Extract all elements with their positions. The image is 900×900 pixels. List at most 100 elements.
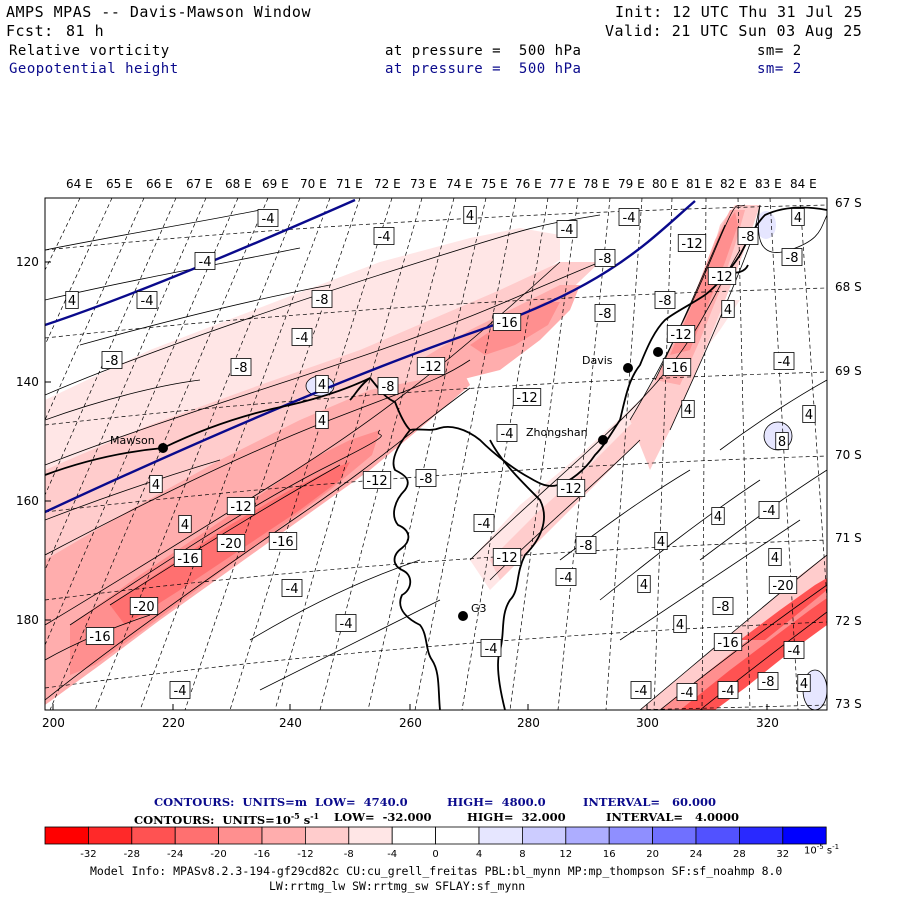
lat-label: 70 S (835, 448, 862, 462)
svg-text:-8: -8 (599, 307, 612, 322)
svg-text:-12: -12 (496, 551, 517, 566)
field-pressure-height: at pressure = 500 hPa (385, 61, 582, 77)
lon-label: 75 E (481, 177, 508, 191)
contour-label: 4 (797, 674, 811, 692)
svg-text:4: 4 (657, 535, 665, 550)
height-contour-units: CONTOURS: UNITS=m (154, 795, 307, 809)
contour-label: 4 (681, 400, 695, 418)
contour-label: -4 (257, 209, 279, 227)
contour-label: 4 (711, 507, 725, 525)
svg-text:-12: -12 (681, 237, 702, 252)
svg-text:4: 4 (676, 618, 684, 633)
svg-text:-4: -4 (262, 212, 275, 227)
contour-label: 4 (178, 515, 192, 533)
svg-text:-4: -4 (378, 230, 391, 245)
y-tick: 180 (16, 613, 39, 627)
colorbar-label: -4 (387, 849, 397, 860)
contour-label: -4 (783, 641, 805, 659)
colorbar-label: -28 (124, 849, 140, 860)
svg-text:-4: -4 (478, 517, 491, 532)
svg-text:-4: -4 (286, 582, 299, 597)
lon-label: 72 E (374, 177, 401, 191)
contour-label: -16 (85, 627, 115, 645)
vort-contour-low: LOW= -32.000 (334, 810, 432, 824)
svg-text:4: 4 (684, 403, 692, 418)
contour-label: -4 (373, 227, 395, 245)
colorbar-swatch (304, 826, 350, 845)
colorbar-label: 24 (690, 849, 703, 860)
contour-label: -4 (480, 639, 502, 657)
svg-text:-4: -4 (635, 684, 648, 699)
y-tick: 140 (16, 375, 39, 389)
init-time: Init: 12 UTC Thu 31 Jul 25 (615, 3, 863, 21)
y-tick: 120 (16, 255, 39, 269)
forecast-label: Fcst: (6, 22, 54, 40)
svg-text:4: 4 (714, 510, 722, 525)
colorbar-label: 20 (646, 849, 659, 860)
contour-label: 8 (775, 432, 789, 450)
field-name-vorticity: Relative vorticity (9, 43, 170, 59)
svg-text:-12: -12 (516, 391, 537, 406)
lat-label: 71 S (835, 531, 862, 545)
contour-label: -4 (773, 352, 795, 370)
colorbar-label: -24 (167, 849, 183, 860)
contour-label: 4 (149, 475, 163, 493)
contour-label: -8 (575, 536, 597, 554)
contour-label: -8 (230, 358, 252, 376)
station-label: G3 (471, 602, 487, 615)
svg-text:-8: -8 (106, 354, 119, 369)
colorbar-swatch (565, 826, 610, 845)
lon-label: 80 E (652, 177, 679, 191)
lon-label: 66 E (146, 177, 173, 191)
contour-label: -4 (473, 514, 495, 532)
lon-label: 78 E (583, 177, 610, 191)
colorbar-label: -32 (80, 849, 96, 860)
svg-text:-16: -16 (272, 535, 293, 550)
contour-label: -8 (712, 597, 734, 615)
colorbar-label: 4 (476, 849, 482, 860)
colorbar-label: -20 (210, 849, 226, 860)
contour-label: -12 (666, 325, 696, 343)
stations: Mawson Davis Zhongshan G3 (110, 347, 663, 621)
lon-label: 84 E (790, 177, 817, 191)
contour-label: -4 (717, 681, 739, 699)
lat-label: 72 S (835, 614, 862, 628)
plot-title: AMPS MPAS -- Davis-Mawson Window (6, 3, 311, 21)
height-contour-low: LOW= 4740.0 (315, 795, 408, 809)
contour-label: -16 (268, 532, 298, 550)
colorbar-swatch (782, 826, 827, 845)
svg-text:4: 4 (466, 209, 474, 224)
contour-label: -20 (129, 597, 159, 615)
forecast-hour: 81 h (66, 22, 105, 40)
svg-text:-4: -4 (174, 684, 187, 699)
lon-label: 65 E (106, 177, 133, 191)
svg-text:-4: -4 (296, 331, 309, 346)
colorbar-swatch (478, 826, 523, 845)
vorticity-labels: -4 4 -4 -4 4 -4 -12 -8 -4 -8 -8 -12 -4 -8 -8 4 -16 -8 4 -4 -… (65, 206, 816, 701)
height-contour-interval: INTERVAL= 60.000 (583, 795, 717, 809)
contour-label: -4 (556, 220, 578, 238)
contour-label: -4 (194, 252, 216, 270)
colorbar: -32 -28 -24 -20 -16 -12 -8 -4 0 4 8 12 16 20 24 28 32 (44, 826, 827, 860)
lon-label: 64 E (66, 177, 93, 191)
svg-text:-4: -4 (501, 427, 514, 442)
valid-time: Valid: 21 UTC Sun 03 Aug 25 (605, 22, 863, 40)
lon-label: 73 E (410, 177, 437, 191)
svg-text:4: 4 (318, 414, 326, 429)
colorbar-swatch (261, 826, 306, 845)
contour-label: -16 (492, 313, 522, 331)
colorbar-unit: 10-5 s-1 (804, 843, 840, 857)
lat-label: 73 S (835, 697, 862, 711)
contour-label: 4 (654, 532, 668, 550)
station-marker (623, 363, 633, 373)
svg-text:-4: -4 (763, 504, 776, 519)
contour-label: -12 (677, 234, 707, 252)
colorbar-swatch (131, 826, 176, 845)
lat-label: 67 S (835, 196, 862, 210)
svg-text:4: 4 (724, 303, 732, 318)
svg-text:-4: -4 (788, 644, 801, 659)
colorbar-label: -8 (344, 849, 354, 860)
map-border (44, 197, 828, 711)
field-name-height: Geopotential height (9, 61, 179, 77)
